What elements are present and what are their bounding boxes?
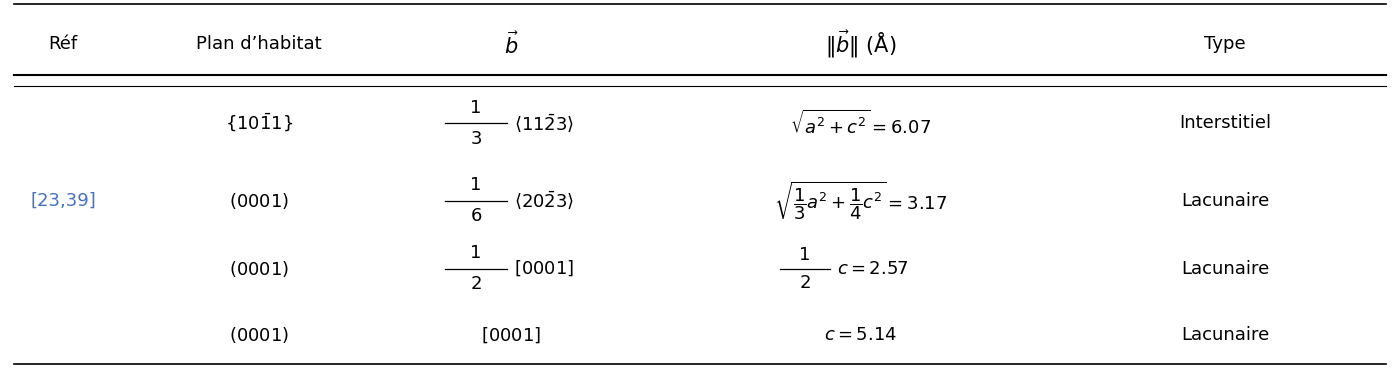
Text: 3: 3: [470, 130, 482, 148]
Text: $c = 2.57$: $c = 2.57$: [837, 260, 909, 277]
Text: 2: 2: [799, 274, 811, 291]
Text: $(0001)$: $(0001)$: [228, 325, 290, 345]
Text: 1: 1: [470, 99, 482, 117]
Text: Lacunaire: Lacunaire: [1180, 260, 1270, 277]
Text: Plan d’habitat: Plan d’habitat: [196, 35, 322, 53]
Text: Type: Type: [1204, 35, 1246, 53]
Text: $\vec{b}$: $\vec{b}$: [504, 31, 518, 57]
Text: Lacunaire: Lacunaire: [1180, 326, 1270, 344]
Text: $\sqrt{a^2 + c^2} = 6.07$: $\sqrt{a^2 + c^2} = 6.07$: [791, 109, 931, 138]
Text: $(0001)$: $(0001)$: [228, 259, 290, 279]
Text: [23,39]: [23,39]: [31, 192, 95, 209]
Text: $(0001)$: $(0001)$: [228, 191, 290, 210]
Text: $\langle 11\bar{2}3\rangle$: $\langle 11\bar{2}3\rangle$: [514, 113, 574, 134]
Text: Réf: Réf: [49, 35, 77, 53]
Text: 1: 1: [470, 176, 482, 194]
Text: 1: 1: [470, 244, 482, 262]
Text: $\{10\bar{1}1\}$: $\{10\bar{1}1\}$: [225, 112, 293, 134]
Text: 1: 1: [799, 246, 811, 263]
Text: $[0001]$: $[0001]$: [514, 259, 574, 279]
Text: Lacunaire: Lacunaire: [1180, 192, 1270, 209]
Text: $\sqrt{\dfrac{1}{3}a^2 + \dfrac{1}{4}c^2} = 3.17$: $\sqrt{\dfrac{1}{3}a^2 + \dfrac{1}{4}c^2…: [774, 179, 948, 222]
Text: $\langle 20\bar{2}3\rangle$: $\langle 20\bar{2}3\rangle$: [514, 190, 574, 211]
Text: $\|\vec{b}\|$ (Å): $\|\vec{b}\|$ (Å): [825, 28, 897, 60]
Text: $c = 5.14$: $c = 5.14$: [825, 326, 897, 344]
Text: Interstitiel: Interstitiel: [1179, 114, 1271, 132]
Text: 6: 6: [470, 207, 482, 225]
Text: 2: 2: [470, 275, 482, 293]
Text: $[0001]$: $[0001]$: [480, 325, 542, 345]
